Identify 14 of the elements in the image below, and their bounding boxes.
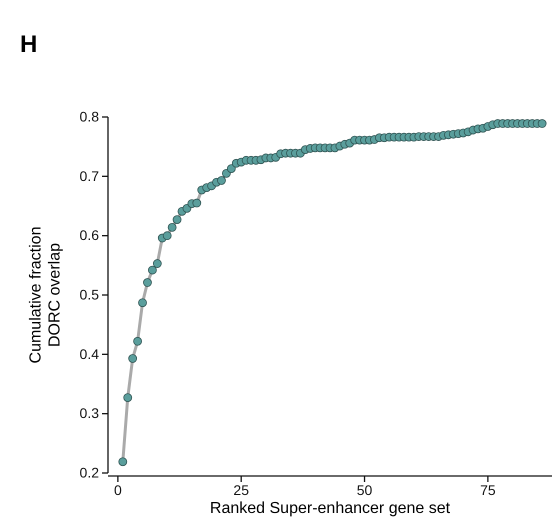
y-tick-label: 0.6 [80, 227, 100, 244]
x-tick-label: 50 [356, 482, 373, 498]
y-axis-title: Cumulative fraction DORC overlap [28, 226, 64, 364]
y-tick-label: 0.8 [80, 108, 100, 124]
y-tick-label: 0.4 [80, 346, 100, 362]
x-tick-label: 75 [480, 482, 496, 498]
y-tick-label: 0.5 [80, 286, 100, 302]
y-tick-label: 0.2 [80, 464, 100, 480]
x-tick-label: 0 [114, 482, 122, 498]
text: H [20, 31, 38, 58]
x-axis-title: Ranked Super-enhancer gene set [210, 500, 451, 517]
x-tick-label: 25 [233, 482, 250, 498]
y-tick-label: 0.7 [80, 168, 100, 184]
y-tick-label: 0.3 [80, 405, 100, 422]
